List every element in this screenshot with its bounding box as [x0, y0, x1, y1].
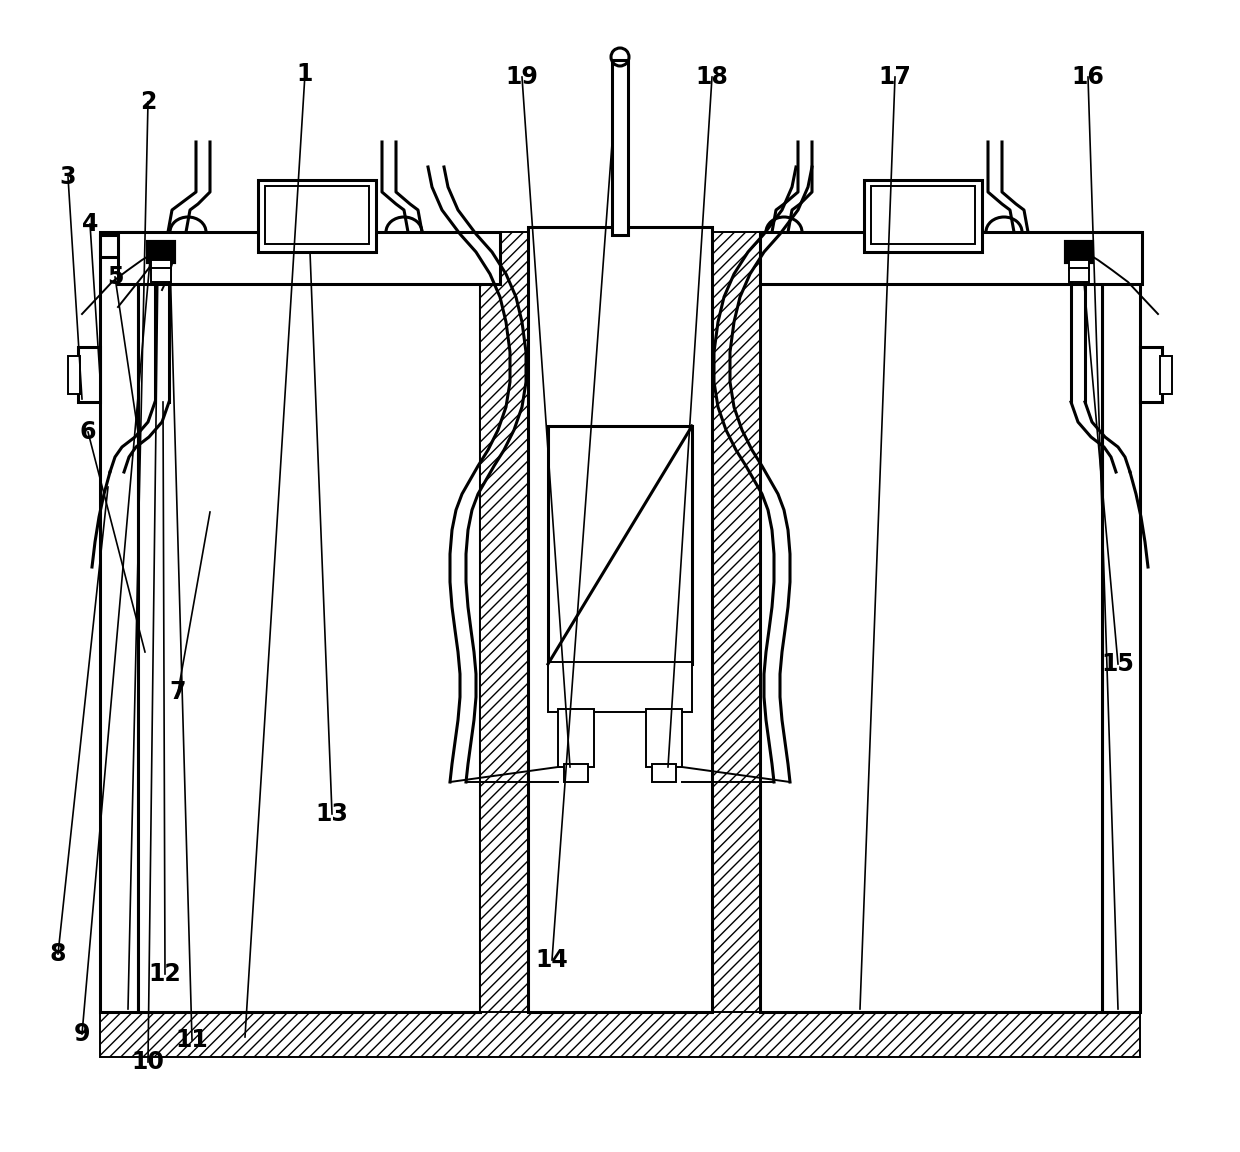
Text: 19: 19	[506, 65, 538, 89]
Text: 3: 3	[60, 165, 76, 189]
Bar	[151, 268, 171, 282]
Bar	[760, 232, 1142, 285]
Bar	[558, 708, 594, 767]
Bar	[712, 232, 760, 1011]
Text: 7: 7	[170, 680, 186, 704]
Bar	[100, 235, 1140, 257]
Bar	[151, 260, 171, 270]
Text: 13: 13	[315, 802, 348, 826]
Text: 8: 8	[50, 942, 66, 967]
Text: 18: 18	[696, 65, 728, 89]
Text: 10: 10	[131, 1049, 165, 1074]
Text: 17: 17	[879, 65, 911, 89]
Bar	[652, 764, 676, 782]
Bar	[265, 185, 370, 244]
Text: 6: 6	[79, 420, 97, 444]
Bar	[528, 227, 712, 1011]
Bar	[1102, 232, 1140, 1011]
Text: 15: 15	[1101, 652, 1135, 676]
Bar	[613, 60, 627, 235]
Bar	[1069, 260, 1089, 270]
Bar	[870, 185, 975, 244]
Bar	[548, 662, 692, 712]
Text: 9: 9	[73, 1022, 91, 1046]
Bar	[480, 232, 528, 1011]
Text: 12: 12	[149, 962, 181, 986]
Text: 5: 5	[107, 265, 123, 289]
Bar	[564, 764, 588, 782]
Text: 14: 14	[536, 948, 568, 972]
Text: 4: 4	[82, 212, 98, 236]
Bar	[760, 250, 1102, 1011]
Bar	[78, 347, 100, 402]
Text: 16: 16	[1071, 65, 1105, 89]
Bar	[1069, 268, 1089, 282]
Bar	[646, 708, 682, 767]
Bar	[148, 242, 174, 262]
Bar	[118, 232, 500, 285]
Bar	[100, 232, 138, 1011]
Bar	[258, 180, 376, 252]
Text: 11: 11	[176, 1028, 208, 1052]
Bar	[548, 426, 692, 664]
Text: 2: 2	[140, 90, 156, 114]
Bar	[864, 180, 982, 252]
Text: 1: 1	[296, 62, 314, 86]
Bar	[68, 356, 81, 394]
Bar	[100, 1009, 1140, 1058]
Bar	[1140, 347, 1162, 402]
Bar	[1066, 242, 1092, 262]
Bar	[1159, 356, 1172, 394]
Bar	[138, 250, 480, 1011]
